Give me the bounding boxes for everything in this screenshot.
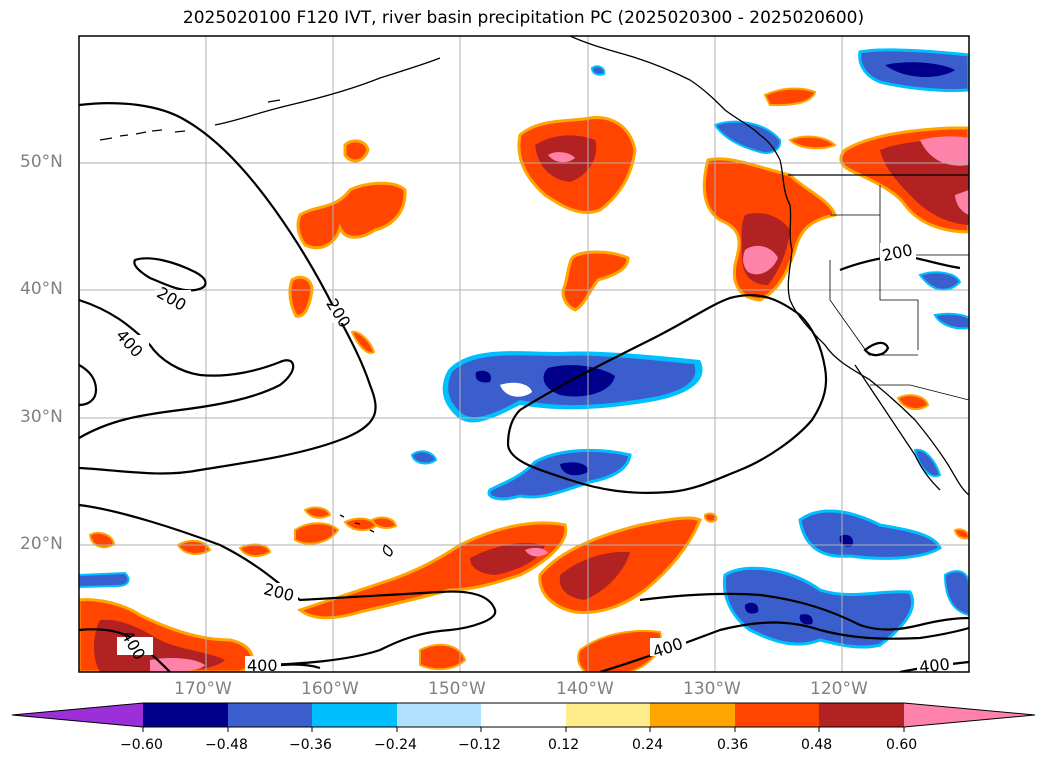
neg-region-west-edge xyxy=(79,571,130,589)
colorbar-bin xyxy=(819,703,904,727)
colorbar-bin xyxy=(566,703,650,727)
ivt-contour-200-closed xyxy=(133,257,207,292)
graticule xyxy=(79,36,969,672)
positive-pc-regions xyxy=(79,87,969,672)
pos-region-small-f xyxy=(896,394,930,411)
pos-region-small-c xyxy=(238,543,272,558)
map-title: 2025020100 F120 IVT, river basin precipi… xyxy=(182,8,865,28)
pos-region-west-small-1 xyxy=(343,139,370,163)
colorbar-tick-label: 0.60 xyxy=(886,737,918,753)
pos-region-canada-east-peak xyxy=(920,136,969,215)
pos-region-southwest-peak xyxy=(150,657,205,672)
ivt-contour-200-south xyxy=(79,503,497,667)
colorbar-extend-right xyxy=(904,703,1035,727)
neg-region-east-pacific-core xyxy=(744,602,813,625)
neg-region-canada-north-core xyxy=(885,62,955,77)
lon-label: 160°W xyxy=(301,679,359,699)
ivt-contour-200-se xyxy=(639,592,969,631)
colorbar-bin xyxy=(312,703,397,727)
neg-region-small-1 xyxy=(410,450,438,465)
neg-region-small-north xyxy=(590,65,606,76)
pos-region-pnw-coast-peak xyxy=(743,245,778,275)
neg-region-central-north-hole xyxy=(500,382,532,397)
pos-region-south-central-core xyxy=(559,551,630,600)
colorbar-tick-label: −0.48 xyxy=(205,737,248,753)
pos-region-small-d xyxy=(294,506,340,545)
colorbar-bin xyxy=(228,703,312,727)
ivt-contour-200-west xyxy=(79,102,377,475)
neg-region-bc-coast xyxy=(713,120,782,154)
pos-region-southwest-core xyxy=(94,619,225,672)
pos-region-small-a xyxy=(88,531,116,549)
colorbar xyxy=(11,702,1036,732)
lon-label: 140°W xyxy=(556,679,614,699)
north-america-coast xyxy=(779,159,969,496)
pos-region-bc-north xyxy=(763,87,837,150)
lat-label: 50°N xyxy=(20,152,63,172)
pos-region-west-cluster xyxy=(296,181,407,250)
alaska-peninsula xyxy=(214,57,441,126)
precip-pc-fill-layer xyxy=(79,48,969,672)
alaska-coast xyxy=(569,36,781,161)
neg-region-far-east xyxy=(943,570,969,617)
colorbar-tick-label: 0.48 xyxy=(801,737,833,753)
colorbar-tick-label: −0.24 xyxy=(374,737,417,753)
lat-label: 30°N xyxy=(20,407,63,427)
lon-label: 130°W xyxy=(683,679,741,699)
colorbar-tick-label: 0.36 xyxy=(717,737,749,753)
contour-label: 400 xyxy=(247,656,278,675)
hawaii-islands xyxy=(339,514,393,557)
ivt-contour-400-inner xyxy=(79,364,98,407)
plot-frame xyxy=(78,35,970,673)
pos-region-south-bottom xyxy=(419,629,662,672)
colorbar-extend-left xyxy=(12,703,143,727)
pos-region-mid-north xyxy=(561,250,630,312)
neg-region-us-interior xyxy=(918,271,969,330)
lon-label: 120°W xyxy=(810,679,868,699)
lat-label: 20°N xyxy=(20,534,63,554)
neg-region-mexico-coast xyxy=(913,448,942,478)
neg-region-baja-core xyxy=(839,534,854,547)
pos-region-subtropical-band-peak xyxy=(525,547,548,557)
pos-region-west-small-3 xyxy=(350,330,376,354)
colorbar-tick-label: −0.36 xyxy=(289,737,332,753)
ivt-contour-400-west xyxy=(79,298,295,439)
pos-region-small-b xyxy=(176,539,212,555)
ivt-contour-200-east xyxy=(506,294,828,494)
lon-label: 150°W xyxy=(428,679,486,699)
us-mexico-border xyxy=(870,384,969,401)
pos-region-subtropical-band xyxy=(296,521,568,620)
lat-label: 40°N xyxy=(20,279,63,299)
lon-label: 170°W xyxy=(174,679,232,699)
aleutian-islands xyxy=(99,99,281,141)
contour-label: 400 xyxy=(112,326,147,361)
colorbar-tick-label: 0.12 xyxy=(548,737,580,753)
colorbar-bin xyxy=(143,703,228,727)
colorbar-tick-label: −0.60 xyxy=(120,737,163,753)
contour-label: 400 xyxy=(918,655,950,677)
neg-region-baja xyxy=(798,509,942,560)
colorbar-bin xyxy=(735,703,819,727)
colorbar-tick-label: 0.24 xyxy=(632,737,664,753)
colorbar-tick-label: −0.12 xyxy=(458,737,501,753)
contour-label: 200 xyxy=(154,283,190,315)
neg-region-central-south-core xyxy=(560,462,589,476)
neg-region-central-north-core xyxy=(475,365,615,397)
neg-region-central-south xyxy=(487,448,632,501)
pos-region-small-g xyxy=(703,512,969,540)
pos-region-small-e xyxy=(343,516,398,532)
colorbar-bin xyxy=(397,703,481,727)
pos-region-west-small-2 xyxy=(288,275,314,318)
colorbar-bin xyxy=(481,703,566,727)
pos-region-north-central-peak xyxy=(548,152,575,163)
baja-peninsula xyxy=(854,364,941,491)
colorbar-bin xyxy=(650,703,735,727)
